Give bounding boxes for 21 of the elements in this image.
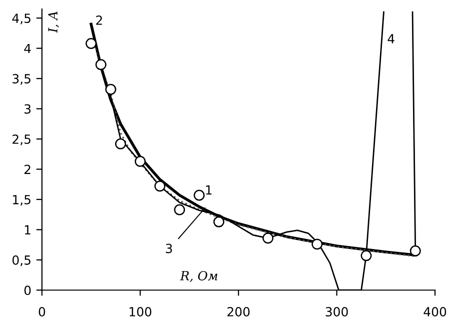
annotation: 2 [96, 16, 102, 25]
y-tick-label: 0,5 [12, 255, 30, 266]
y-tick-label: 0 [24, 286, 31, 296]
annotation: 4 [388, 34, 394, 44]
x-tick-label: 200 [227, 307, 250, 316]
x-axis-title: R, Ом [180, 270, 218, 282]
x-tick-label: 100 [130, 307, 152, 316]
annotation: 1 [206, 185, 212, 194]
y-tick-label: 3,5 [12, 74, 30, 85]
y-tick-label: 4,5 [12, 14, 30, 24]
y-tick-label: 1,5 [13, 195, 30, 206]
y-tick-label: 1 [24, 225, 30, 234]
x-tick-label: 300 [326, 307, 348, 316]
y-axis-title: I, A [48, 11, 60, 33]
x-tick-label: 0 [38, 307, 46, 316]
annotation: 3 [166, 244, 172, 254]
y-tick-label: 2 [24, 164, 30, 174]
x-tick-label: 400 [424, 307, 446, 316]
y-tick-label: 4 [24, 44, 31, 54]
y-tick-label: 2,5 [12, 134, 30, 146]
y-tick-label: 3 [24, 104, 31, 114]
